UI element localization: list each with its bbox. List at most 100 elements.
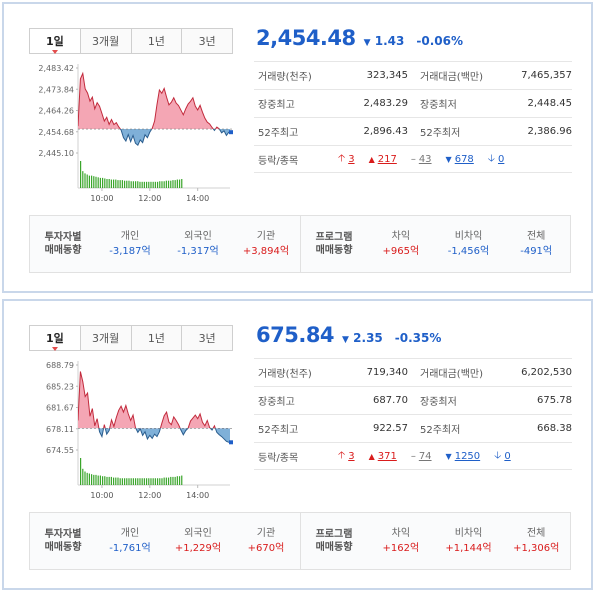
volume-bar — [106, 476, 108, 485]
volume-bar — [178, 179, 181, 188]
stat-value: 2,896.43 — [363, 126, 408, 137]
triangle-up-icon: ▲ — [368, 451, 375, 461]
x-tick-label: 14:00 — [186, 491, 209, 500]
series-line-down — [98, 428, 230, 443]
volume-bar — [170, 180, 172, 188]
index-price: 675.84 — [256, 323, 335, 347]
tab-3m[interactable]: 3개월 — [79, 29, 131, 53]
program-title: 프로그램 매매동향 — [315, 529, 353, 553]
volume-bar — [93, 474, 95, 485]
volume-bar — [161, 181, 163, 188]
volume-bar — [90, 474, 93, 485]
volume-bar — [176, 476, 178, 485]
volume-bar — [170, 476, 172, 485]
index-change: 2.35 — [353, 331, 383, 345]
volume-bar — [99, 475, 101, 485]
breadth-label: 등락/종목 — [258, 155, 299, 167]
volume-bar — [106, 179, 108, 188]
breadth-down[interactable]: ▼ 678 — [445, 153, 474, 165]
tab-3m[interactable]: 3개월 — [79, 326, 131, 350]
intraday-chart[interactable]: 688.79 685.23 681.67 678.11 674.55 10:00 12:00… — [8, 355, 234, 505]
stats-row-52week: 52주최고 922.57 52주최저 668.38 — [254, 414, 572, 442]
program-non-arbitrage: 비차익 -1,456억 — [447, 231, 490, 257]
volume-bar — [126, 180, 128, 188]
program-total: 전체 -491억 — [520, 231, 553, 257]
volume-bar — [137, 181, 139, 188]
breadth-lower-limit[interactable]: 🡣 0 — [488, 151, 505, 168]
down-arrow-icon: ▼ — [342, 335, 349, 345]
breadth-down[interactable]: ▼ 1250 — [445, 450, 481, 462]
volume-bar — [132, 478, 134, 485]
volume-bar — [128, 180, 130, 188]
stat-label: 장중최저 — [420, 397, 457, 408]
stat-label: 거래량(천주) — [258, 72, 312, 83]
breadth-flat[interactable]: –74 — [410, 450, 432, 462]
tab-1y[interactable]: 1년 — [130, 29, 182, 53]
volume-bar — [90, 175, 93, 188]
area-above-baseline — [78, 73, 220, 130]
volume-bar — [178, 476, 181, 485]
volume-bar — [121, 478, 123, 485]
volume-bar — [148, 181, 150, 188]
breadth-upper-limit[interactable]: 🡡 3 — [338, 448, 355, 465]
investor-institution: 기관 +3,894억 — [242, 231, 290, 257]
y-tick-label: 2,483.42 — [38, 64, 74, 73]
down-arrow-icon: ▼ — [363, 38, 371, 48]
breadth-label: 등락/종목 — [258, 452, 299, 464]
volume-bar — [156, 478, 159, 485]
volume-bar — [123, 180, 126, 188]
tab-1d[interactable]: 1일 — [30, 326, 80, 351]
stat-value: 687.70 — [373, 395, 408, 406]
volume-bar — [112, 179, 115, 188]
stat-value: 675.78 — [537, 395, 572, 406]
stat-label: 거래대금(백만) — [420, 72, 484, 83]
stat-value: 7,465,357 — [521, 70, 572, 81]
volume-bar — [82, 468, 84, 485]
stat-value: 2,448.45 — [527, 98, 572, 109]
x-tick-label: 10:00 — [90, 491, 113, 500]
intraday-chart[interactable]: 2,483.42 2,473.84 2,464.26 2,454.68 2,445.10… — [8, 58, 234, 208]
volume-bar — [134, 181, 137, 188]
volume-bar — [88, 175, 90, 188]
stats-table: 거래량(천주) 719,340 거래대금(백만) 6,202,530 장중최고 … — [254, 358, 572, 470]
investor-group: 투자자별 매매동향 개인 -3,187억 외국인 -1,317억 기관 +3,894억 — [30, 216, 300, 272]
volume-bar — [167, 477, 170, 485]
period-tabs: 1일 3개월 1년 3년 — [29, 325, 233, 351]
volume-bar — [148, 478, 150, 485]
breadth-flat[interactable]: –43 — [410, 153, 432, 165]
triangle-up-icon: ▲ — [368, 154, 375, 164]
volume-bar — [174, 476, 176, 485]
area-above-baseline — [78, 371, 216, 429]
volume-bar — [126, 478, 128, 485]
program-arbitrage: 차익 +965억 — [382, 231, 420, 257]
stats-row-52week: 52주최고 2,896.43 52주최저 2,386.96 — [254, 117, 572, 145]
volume-bar — [132, 181, 134, 188]
tab-1y[interactable]: 1년 — [130, 326, 182, 350]
breadth-up[interactable]: ▲ 217 — [368, 153, 397, 165]
breadth-up[interactable]: ▲ 371 — [368, 450, 397, 462]
volume-bar — [80, 161, 82, 188]
volume-bar — [130, 181, 132, 188]
dash-icon: – — [410, 450, 416, 462]
breadth-lower-limit[interactable]: 🡣 0 — [494, 448, 511, 465]
tab-3y[interactable]: 3년 — [181, 326, 232, 350]
x-tick-label: 12:00 — [138, 194, 161, 203]
x-tick-label: 10:00 — [90, 194, 113, 203]
volume-bar — [117, 477, 119, 485]
volume-bar — [139, 478, 141, 485]
volume-bar — [101, 177, 104, 188]
volume-bar — [80, 458, 82, 485]
volume-bar — [119, 180, 121, 188]
x-tick-label: 12:00 — [138, 491, 161, 500]
volume-bar — [115, 179, 117, 188]
tab-1d[interactable]: 1일 — [30, 29, 80, 54]
volume-bar — [112, 477, 115, 485]
series-line-up — [78, 71, 220, 130]
y-tick-label: 678.11 — [46, 425, 74, 434]
breadth-upper-limit[interactable]: 🡡 3 — [338, 151, 355, 168]
stat-label: 거래대금(백만) — [420, 369, 484, 380]
tab-3y[interactable]: 3년 — [181, 29, 232, 53]
volume-bar — [150, 478, 152, 485]
volume-bar — [161, 478, 163, 485]
volume-bar — [145, 478, 148, 485]
